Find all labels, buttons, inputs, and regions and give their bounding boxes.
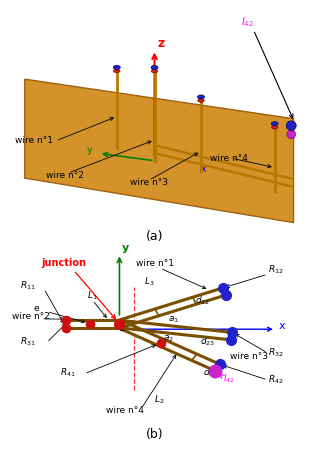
Ellipse shape — [151, 69, 158, 73]
Text: e: e — [33, 304, 39, 312]
Text: $L_1$: $L_1$ — [87, 289, 98, 302]
Text: $R_{42}$: $R_{42}$ — [268, 373, 283, 386]
Text: x: x — [201, 164, 207, 174]
Text: $d_{12}$: $d_{12}$ — [195, 294, 210, 307]
Text: x: x — [278, 321, 285, 331]
Text: wire n°2: wire n°2 — [11, 312, 49, 321]
Polygon shape — [25, 79, 294, 223]
Text: $R_{32}$: $R_{32}$ — [268, 346, 283, 359]
Text: wire n°3: wire n°3 — [230, 352, 268, 361]
Text: $I_{42}$: $I_{42}$ — [223, 372, 235, 385]
Ellipse shape — [197, 95, 205, 99]
Text: y: y — [122, 244, 129, 253]
Text: (b): (b) — [146, 428, 163, 441]
Text: $L_2$: $L_2$ — [154, 394, 165, 406]
Text: $a_1$: $a_1$ — [168, 315, 179, 326]
Text: junction: junction — [41, 258, 86, 268]
Ellipse shape — [151, 65, 158, 70]
Text: $R_{11}$: $R_{11}$ — [20, 280, 36, 292]
Text: $R_{12}$: $R_{12}$ — [268, 263, 283, 276]
Ellipse shape — [287, 130, 296, 139]
Text: $I_{42}$: $I_{42}$ — [241, 15, 254, 28]
Text: wire n°1: wire n°1 — [136, 259, 174, 268]
Ellipse shape — [113, 65, 120, 69]
Text: z: z — [158, 37, 165, 50]
Text: wire n°4: wire n°4 — [106, 406, 144, 415]
Ellipse shape — [114, 69, 120, 73]
Text: $d_{23}$: $d_{23}$ — [200, 336, 216, 348]
Text: wire n°2: wire n°2 — [46, 171, 84, 180]
Text: wire n°1: wire n°1 — [15, 136, 53, 146]
Text: $a_2$: $a_2$ — [163, 333, 174, 344]
Text: $L_3$: $L_3$ — [144, 276, 154, 288]
Text: wire n°4: wire n°4 — [210, 154, 248, 163]
Text: wire n°3: wire n°3 — [130, 179, 168, 187]
Text: $R_{41}$: $R_{41}$ — [60, 367, 76, 379]
Ellipse shape — [198, 99, 204, 102]
Text: (a): (a) — [146, 230, 163, 243]
Text: z: z — [120, 322, 125, 333]
Ellipse shape — [271, 122, 278, 125]
Ellipse shape — [272, 125, 278, 129]
Text: $d_{34}$: $d_{34}$ — [203, 367, 218, 379]
Text: y: y — [87, 145, 92, 155]
Ellipse shape — [286, 121, 296, 131]
Text: $R_{31}$: $R_{31}$ — [20, 336, 36, 348]
